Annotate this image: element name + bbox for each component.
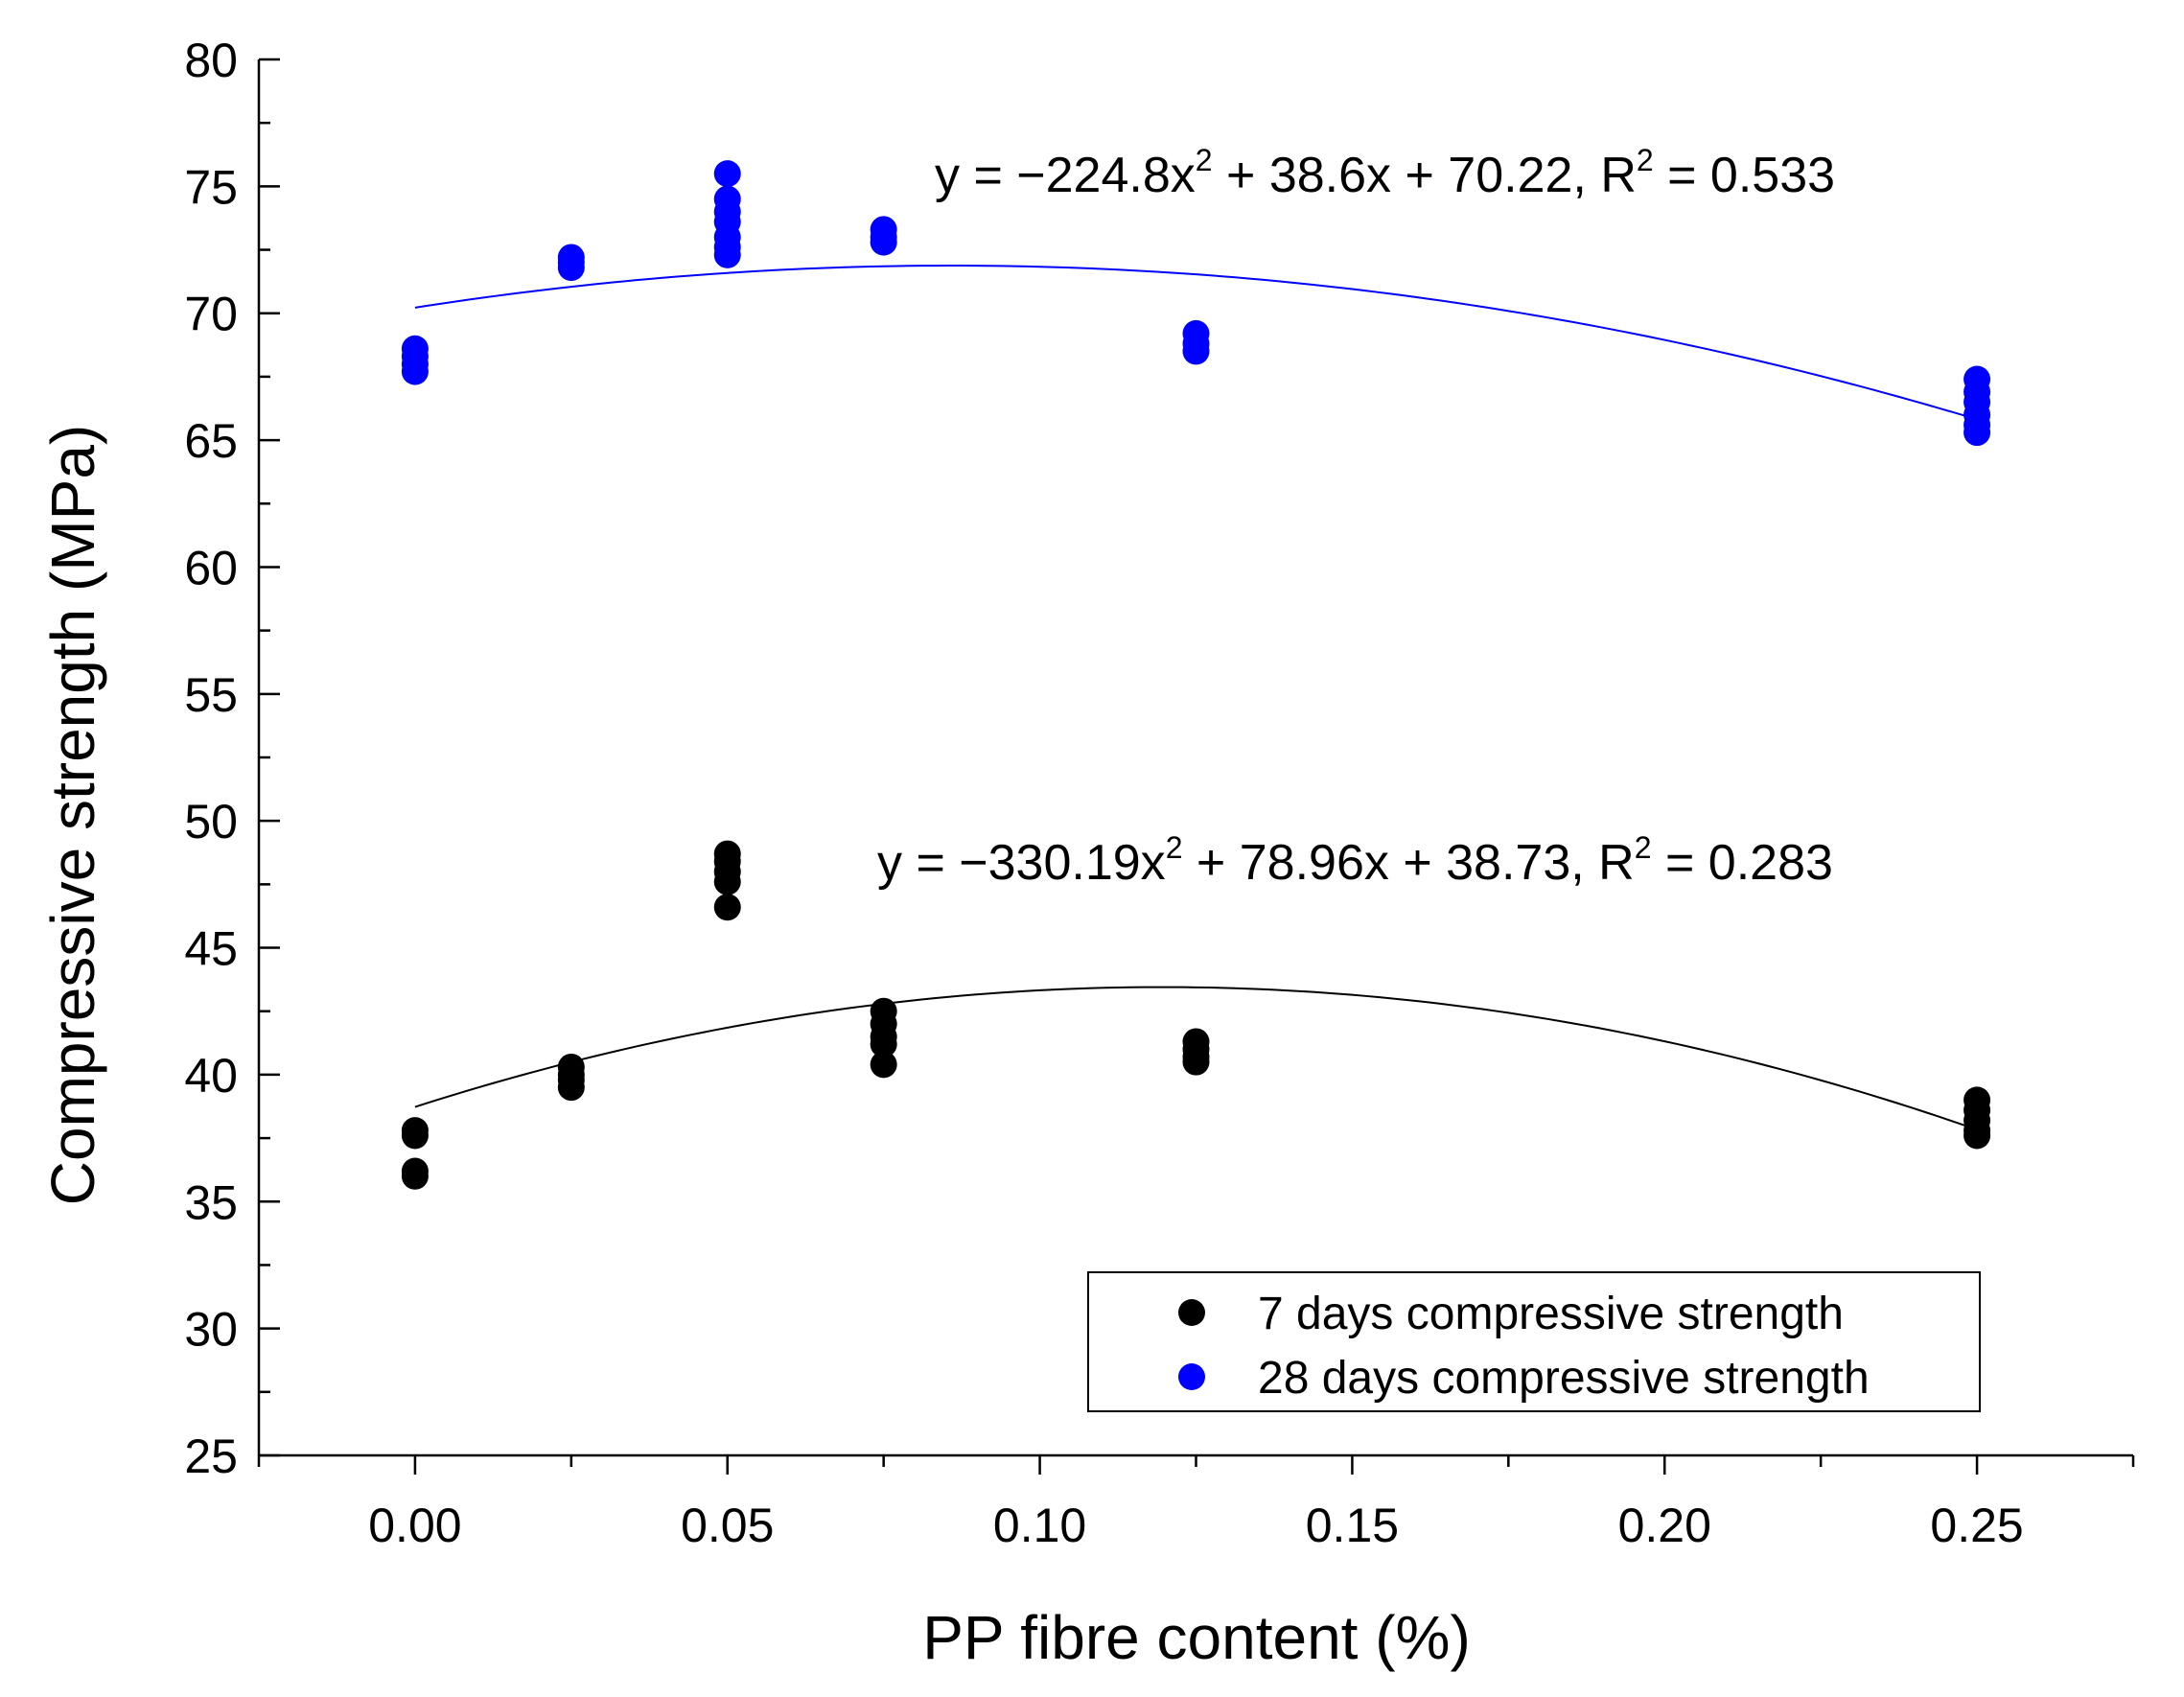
ticks-group: 25 30 35 40 45 50 55 60 65 70 75 80 0.00 0.05 0.10 0.15…: [184, 34, 2135, 1552]
legend: 7 days compressive strength 28 days comp…: [1087, 1271, 1981, 1412]
legend-marker-28-days: [1178, 1363, 1205, 1390]
data-point-7-days: [1182, 1048, 1210, 1076]
equation-7-prefix: y = −330.19x: [877, 835, 1166, 891]
y-tick-label: 55: [184, 668, 238, 722]
x-tick-label: 0.05: [681, 1499, 774, 1552]
data-point-28-days: [401, 358, 429, 385]
y-tick-label: 50: [184, 795, 238, 848]
legend-box: [1087, 1271, 1981, 1412]
data-point-7-days: [557, 1074, 585, 1102]
equation-28-prefix: y = −224.8x: [935, 148, 1196, 203]
data-point-7-days: [870, 1051, 897, 1079]
data-point-7-days: [713, 894, 741, 921]
data-point-7-days: [1963, 1122, 1991, 1150]
legend-marker-7-days: [1178, 1299, 1205, 1326]
fit-curve-7-days: [414, 986, 1978, 1131]
data-point-7-days: [401, 1162, 429, 1190]
equation-28-exp2: 2: [1637, 143, 1654, 177]
equation-28-suffix: = 0.533: [1654, 148, 1835, 203]
fit-curve-28-days: [414, 265, 1978, 421]
legend-label-7-days: 7 days compressive strength: [1258, 1289, 1844, 1339]
y-tick-label: 40: [184, 1049, 238, 1103]
data-point-7-days: [401, 1122, 429, 1150]
x-tick-label: 0.25: [1930, 1499, 2023, 1552]
x-tick-label: 0.10: [993, 1499, 1086, 1552]
data-point-7-days: [870, 1031, 897, 1058]
data-point-28-days: [870, 228, 897, 256]
legend-label-28-days: 28 days compressive strength: [1258, 1353, 1870, 1404]
equation-28-days: y = −224.8x2 + 38.6x + 70.22, R2 = 0.533: [935, 143, 1835, 203]
y-axis-title: Compressive strength (MPa): [38, 425, 107, 1205]
x-tick-label: 0.15: [1306, 1499, 1399, 1552]
data-point-28-days: [1182, 337, 1210, 365]
y-tick-label: 80: [184, 34, 238, 87]
data-point-28-days: [1963, 419, 1991, 447]
equation-28-exp1: 2: [1196, 143, 1213, 177]
axes-group: [257, 59, 2133, 1457]
data-point-28-days: [713, 241, 741, 268]
y-tick-label: 30: [184, 1303, 238, 1357]
equation-7-exp1: 2: [1166, 830, 1183, 865]
y-tick-label: 70: [184, 288, 238, 341]
y-tick-label: 35: [184, 1175, 238, 1229]
y-tick-label: 60: [184, 541, 238, 594]
x-axis-title: PP fibre content (%): [922, 1603, 1471, 1672]
equation-7-suffix: = 0.283: [1652, 835, 1833, 891]
equation-7-exp2: 2: [1635, 830, 1652, 865]
equation-7-days: y = −330.19x2 + 78.96x + 38.73, R2 = 0.2…: [877, 830, 1833, 891]
y-tick-label: 75: [184, 160, 238, 214]
equation-7-mid: + 78.96x + 38.73, R: [1182, 835, 1634, 891]
data-point-28-days: [557, 254, 585, 282]
y-tick-label: 25: [184, 1430, 238, 1483]
y-tick-label: 65: [184, 414, 238, 468]
data-point-7-days: [713, 868, 741, 895]
x-tick-label: 0.00: [368, 1499, 461, 1552]
x-tick-label: 0.20: [1618, 1499, 1711, 1552]
equation-28-mid: + 38.6x + 70.22, R: [1213, 148, 1637, 203]
data-points-group: [401, 160, 1991, 1190]
y-tick-label: 45: [184, 922, 238, 976]
data-point-28-days: [713, 160, 741, 188]
fit-curves-group: [414, 265, 1978, 1131]
